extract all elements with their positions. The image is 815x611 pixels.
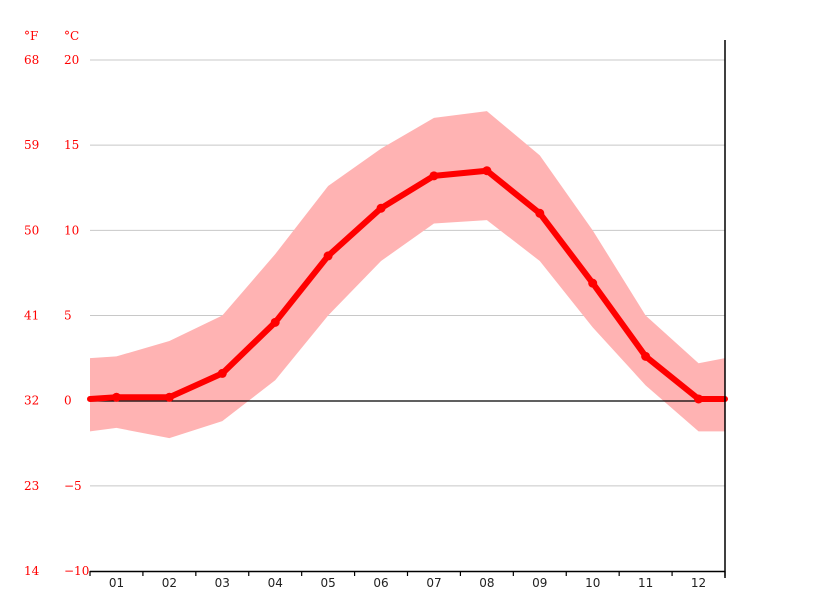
data-point bbox=[376, 203, 386, 213]
data-point bbox=[111, 392, 121, 402]
x-axis-ticks bbox=[89, 571, 726, 576]
x-tick-label: 05 bbox=[320, 576, 335, 590]
data-point bbox=[482, 166, 492, 176]
y-tick-fahrenheit: 14 bbox=[24, 564, 40, 578]
y-tick-celsius: 20 bbox=[64, 53, 79, 67]
y-tick-fahrenheit: 23 bbox=[24, 479, 39, 493]
data-point bbox=[535, 208, 545, 218]
celsius-unit-label: °C bbox=[64, 29, 79, 43]
data-point bbox=[323, 251, 333, 261]
y-axis-labels: 68 20 59 15 50 10 41 5 32 0 23 −5 14 −10 bbox=[24, 53, 89, 578]
y-tick-celsius: 5 bbox=[64, 309, 72, 323]
y-tick-celsius: −5 bbox=[64, 479, 82, 493]
y-tick-fahrenheit: 59 bbox=[24, 138, 39, 152]
x-tick-label: 09 bbox=[532, 576, 547, 590]
y-tick-celsius: 0 bbox=[64, 394, 72, 408]
data-point bbox=[270, 317, 280, 327]
x-tick-label: 10 bbox=[585, 576, 600, 590]
x-tick-label: 06 bbox=[373, 576, 388, 590]
y-tick-celsius: −10 bbox=[64, 564, 89, 578]
y-tick-fahrenheit: 68 bbox=[24, 53, 39, 67]
data-point bbox=[588, 278, 598, 288]
x-axis-labels: 01 02 03 04 05 06 07 08 09 10 11 12 bbox=[109, 576, 706, 590]
x-tick-label: 11 bbox=[638, 576, 653, 590]
x-tick-label: 03 bbox=[215, 576, 230, 590]
data-point bbox=[164, 392, 174, 402]
x-tick-label: 01 bbox=[109, 576, 124, 590]
x-tick-label: 02 bbox=[162, 576, 177, 590]
x-tick-label: 08 bbox=[479, 576, 494, 590]
y-tick-celsius: 15 bbox=[64, 138, 79, 152]
y-tick-celsius: 10 bbox=[64, 223, 79, 237]
data-point bbox=[641, 351, 651, 361]
min-max-temperature-band bbox=[90, 111, 725, 439]
x-tick-label: 07 bbox=[426, 576, 441, 590]
data-point bbox=[694, 394, 704, 404]
y-tick-fahrenheit: 41 bbox=[24, 309, 39, 323]
x-tick-label: 12 bbox=[691, 576, 706, 590]
average-temperature-line bbox=[87, 167, 728, 402]
data-point bbox=[429, 171, 439, 181]
fahrenheit-unit-label: °F bbox=[24, 29, 38, 43]
y-tick-fahrenheit: 50 bbox=[24, 223, 39, 237]
y-tick-fahrenheit: 32 bbox=[24, 394, 39, 408]
x-tick-label: 04 bbox=[268, 576, 283, 590]
data-point bbox=[217, 368, 227, 378]
average-temperature-points bbox=[111, 166, 704, 404]
